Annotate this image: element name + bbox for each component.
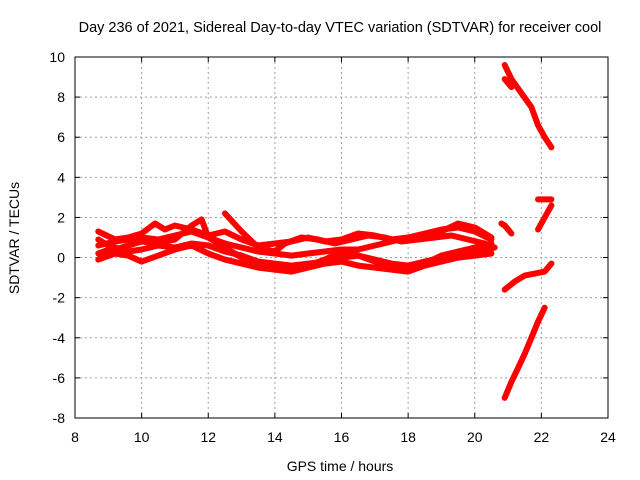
y-tick-label: 4 <box>57 169 65 185</box>
y-tick-label: 8 <box>57 89 65 105</box>
x-tick-label: 14 <box>267 429 283 445</box>
series-line-track-k <box>535 202 555 233</box>
plot-series <box>95 62 555 401</box>
series-line-track-i <box>501 76 515 91</box>
x-axis-label: GPS time / hours <box>287 458 394 474</box>
x-tick-label: 18 <box>400 429 416 445</box>
y-tick-label: -2 <box>53 290 66 306</box>
x-tick-label: 24 <box>600 429 616 445</box>
y-tick-label: -4 <box>53 330 66 346</box>
y-tick-label: -6 <box>53 370 66 386</box>
y-tick-label: 6 <box>57 129 65 145</box>
x-tick-label: 12 <box>200 429 216 445</box>
x-tick-label: 8 <box>71 429 79 445</box>
x-tick-label: 10 <box>134 429 150 445</box>
x-tick-label: 20 <box>467 429 483 445</box>
y-tick-label: -8 <box>53 410 66 426</box>
series-line-track-e <box>95 216 495 273</box>
y-axis-label: SDTVAR / TECUs <box>6 182 22 294</box>
y-tick-label: 0 <box>57 250 65 266</box>
x-tick-label: 22 <box>534 429 550 445</box>
series-line-track-m <box>501 304 548 401</box>
series-line-track-g <box>498 220 515 237</box>
y-tick-label: 2 <box>57 209 65 225</box>
series-line-track-f <box>221 210 498 255</box>
x-tick-label: 16 <box>334 429 350 445</box>
series-line-track-h <box>501 62 555 151</box>
series-line-track-l <box>501 260 555 293</box>
chart-title: Day 236 of 2021, Sidereal Day-to-day VTE… <box>79 20 602 36</box>
y-tick-label: 10 <box>49 49 65 65</box>
